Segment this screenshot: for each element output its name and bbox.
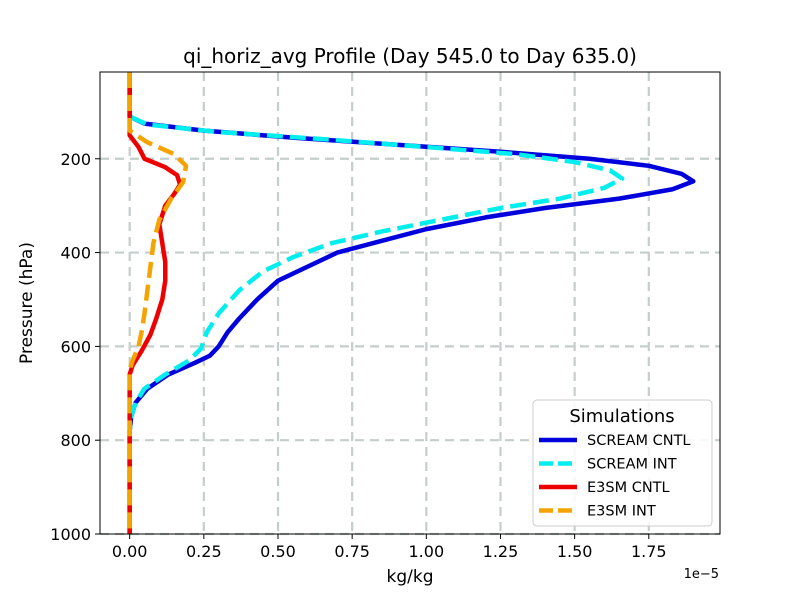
series-e3sm-int (127, 72, 189, 534)
y-tick-label: 1000 (50, 525, 91, 544)
legend-label: E3SM CNTL (587, 480, 670, 496)
legend: Simulations SCREAM CNTL SCREAM INT E3SM CN… (532, 399, 713, 527)
y-axis-label: Pressure (hPa) (17, 242, 37, 364)
plot-frame (99, 71, 721, 535)
chart-title: qi_horiz_avg Profile (Day 545.0 to Day 6… (183, 44, 637, 68)
y-tick-label: 400 (60, 244, 91, 263)
x-offset-label: 1e−5 (684, 567, 719, 582)
legend-label: E3SM INT (587, 504, 656, 520)
y-axis: 200 400 600 800 1000 (50, 150, 100, 544)
x-tick-label: 0.25 (186, 542, 222, 561)
series-scream-int (127, 72, 625, 534)
y-tick-label: 200 (60, 150, 91, 169)
series-e3sm-cntl (127, 72, 183, 534)
y-tick-label: 600 (60, 337, 91, 356)
x-tick-label: 0.00 (112, 542, 148, 561)
x-axis: 0.00 0.25 0.50 0.75 1.00 1.25 1.50 1.75 (112, 534, 667, 561)
plot-lines (127, 72, 696, 534)
x-tick-label: 0.75 (334, 542, 370, 561)
x-tick-label: 1.00 (409, 542, 445, 561)
x-tick-label: 1.25 (483, 542, 519, 561)
x-tick-label: 0.50 (260, 542, 296, 561)
legend-box (532, 399, 713, 527)
y-tick-label: 800 (60, 431, 91, 450)
x-axis-label: kg/kg (387, 567, 434, 587)
x-tick-label: 1.75 (631, 542, 667, 561)
legend-label: SCREAM CNTL (587, 433, 691, 449)
x-tick-label: 1.50 (557, 542, 593, 561)
legend-label: SCREAM INT (587, 457, 677, 473)
legend-title: Simulations (569, 406, 674, 427)
